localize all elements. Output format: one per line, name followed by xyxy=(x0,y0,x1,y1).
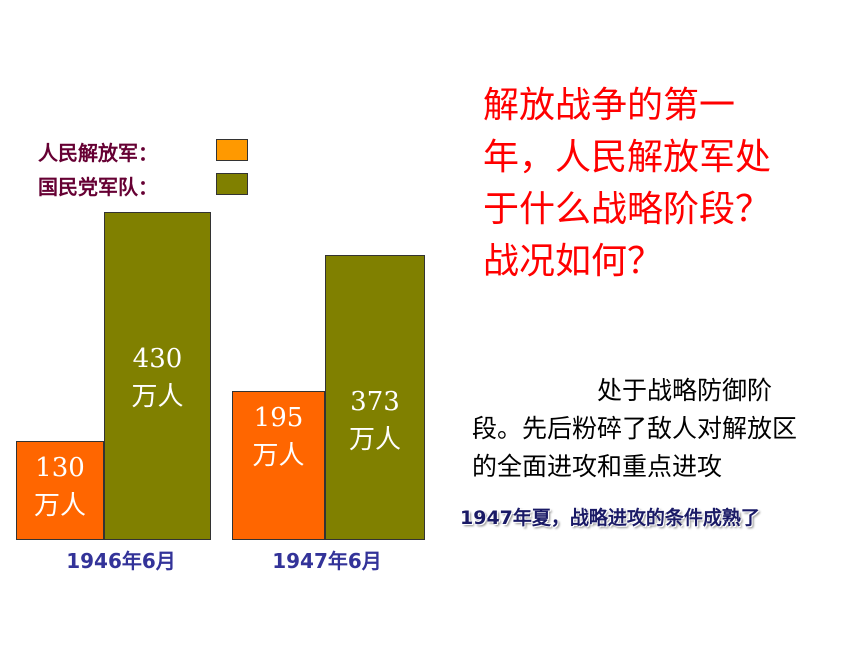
value-label: 373万人 xyxy=(348,387,401,456)
legend-label: 国民党军队： xyxy=(38,175,158,199)
legend-label: 人民解放军： xyxy=(38,141,158,165)
question: 解放战争的第一年，人民解放军处于什么战略阶段？战况如何？ xyxy=(483,85,772,282)
legend-swatch xyxy=(216,173,248,195)
note: 1947年夏，战略进攻的条件成熟了 xyxy=(460,507,760,529)
answer: 处于战略防御阶段。先后粉碎了敌人对解放区的全面进攻和重点进攻 xyxy=(472,376,798,481)
bar xyxy=(16,440,104,540)
value-label: 130万人 xyxy=(33,452,86,521)
bar xyxy=(232,391,325,540)
legend-swatch xyxy=(216,139,248,161)
category-label: 1946年6月 xyxy=(66,549,176,573)
value-label: 195万人 xyxy=(252,403,305,472)
bar xyxy=(325,255,425,540)
bar xyxy=(104,211,211,540)
category-label: 1947年6月 xyxy=(272,549,382,573)
value-label: 430万人 xyxy=(131,343,184,412)
